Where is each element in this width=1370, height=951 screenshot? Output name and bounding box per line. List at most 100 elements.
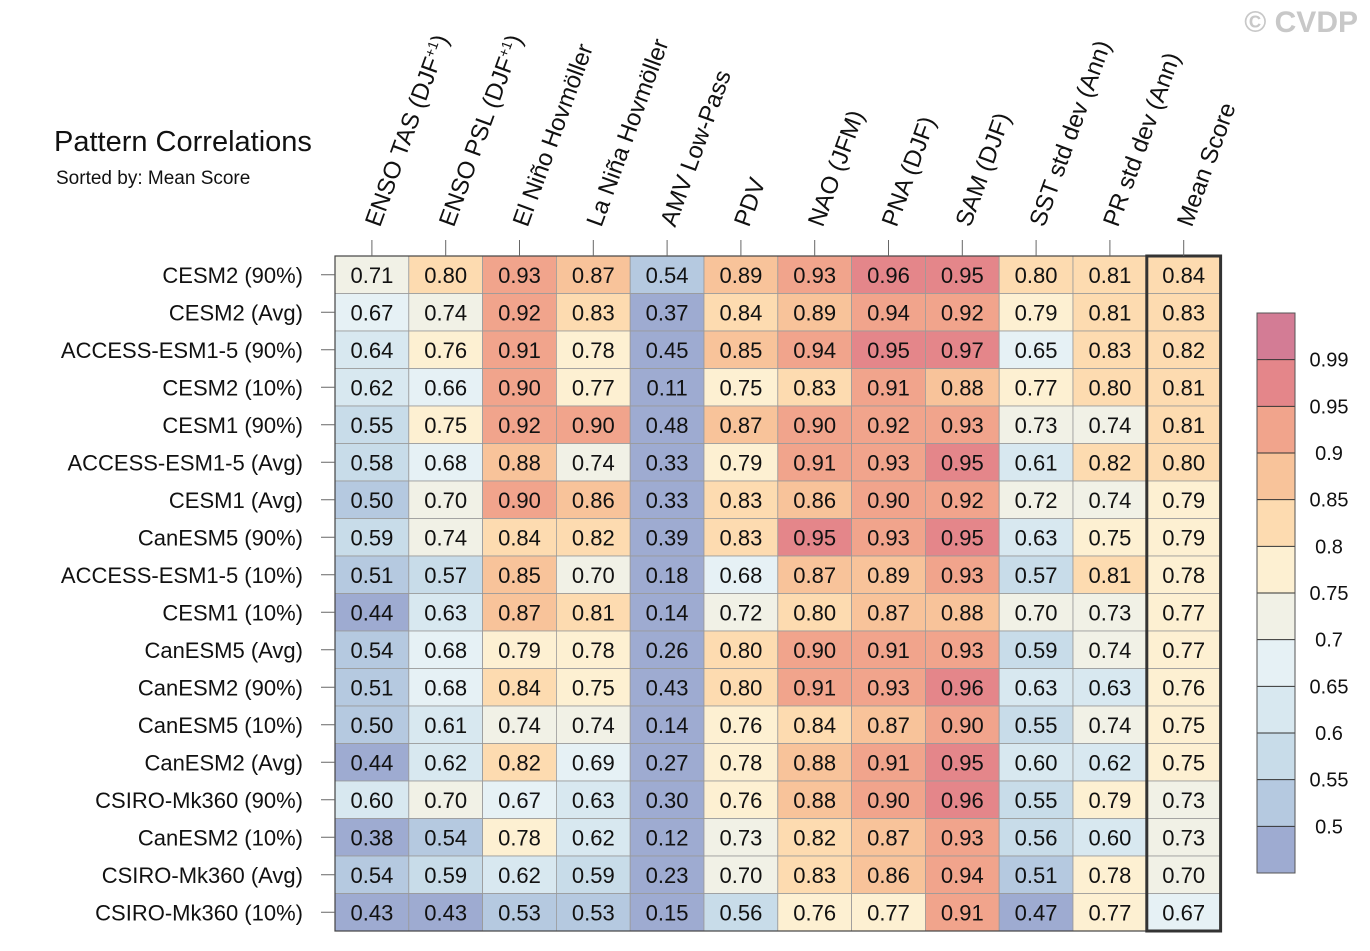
cell-value: 0.68: [424, 450, 467, 475]
cell-value: 0.70: [1015, 600, 1058, 625]
heatmap-cell: [998, 743, 1074, 782]
heatmap-cell: [1072, 593, 1148, 632]
colorbar-tick-label: 0.85: [1310, 490, 1349, 512]
heatmap-cell: [998, 330, 1074, 369]
cell-value: 0.74: [572, 713, 615, 738]
cell-value: 0.39: [646, 525, 689, 550]
colorbar-segment: [1257, 639, 1295, 687]
cell-value: 0.84: [1162, 263, 1205, 288]
cell-value: 0.51: [350, 675, 393, 700]
cell-value: 0.59: [1015, 638, 1058, 663]
cell-value: 0.78: [1162, 563, 1205, 588]
heatmap-cell: [334, 555, 410, 594]
heatmap-cell: [703, 480, 779, 519]
colorbar-segment: [1257, 406, 1295, 453]
cell-value: 0.83: [572, 300, 615, 325]
cell-value: 0.95: [941, 750, 984, 775]
column-label: SST std dev (Ann): [1024, 37, 1116, 230]
cell-value: 0.91: [867, 750, 910, 775]
cell-value: 0.83: [1088, 338, 1131, 363]
cell-value: 0.63: [1015, 675, 1058, 700]
heatmap-cell: [556, 330, 631, 369]
heatmap-cell: [556, 443, 631, 482]
cell-value: 0.91: [498, 338, 541, 363]
heatmap-cell: [556, 518, 631, 557]
heatmap-cell: [851, 443, 926, 482]
cell-value: 0.82: [793, 825, 836, 850]
heatmap-cell: [556, 893, 631, 932]
cell-value: 0.78: [572, 338, 615, 363]
cell-value: 0.68: [719, 563, 762, 588]
heatmap-cell: [408, 818, 483, 857]
cell-value: 0.74: [424, 300, 467, 325]
colorbar-tick-label: 0.99: [1310, 350, 1349, 372]
cell-value: 0.67: [498, 788, 541, 813]
heatmap-cell: [703, 555, 779, 594]
heatmap-cell: [703, 293, 779, 332]
cell-value: 0.11: [647, 375, 688, 400]
cell-value: 0.88: [941, 600, 984, 625]
heatmap-cell: [851, 593, 926, 632]
cell-value: 0.89: [719, 263, 762, 288]
column-label: ENSO TAS (DJF+1): [360, 31, 454, 230]
heatmap-cell: [334, 443, 410, 482]
row-label: ACCESS-ESM1-5 (Avg): [67, 450, 303, 475]
cell-value: 0.89: [793, 300, 836, 325]
cell-value: 0.88: [498, 450, 541, 475]
heatmap-cell: [629, 668, 705, 707]
heatmap-cell: [482, 330, 557, 369]
cell-value: 0.44: [350, 750, 393, 775]
cell-value: 0.75: [424, 413, 467, 438]
cell-value: 0.67: [1162, 900, 1205, 925]
cell-value: 0.70: [1162, 863, 1205, 888]
cell-value: 0.77: [1162, 600, 1205, 625]
heatmap-cell: [408, 668, 483, 707]
cell-value: 0.87: [867, 600, 910, 625]
row-label: ACCESS-ESM1-5 (10%): [61, 563, 303, 588]
cell-value: 0.78: [572, 638, 615, 663]
heatmap-cell: [851, 743, 926, 782]
cell-value: 0.88: [793, 750, 836, 775]
colorbar-tick-label: 0.55: [1310, 770, 1349, 792]
heatmap-cell: [777, 293, 852, 332]
cell-value: 0.30: [646, 788, 689, 813]
heatmap-cell: [408, 743, 483, 782]
row-label: CESM2 (90%): [162, 263, 303, 288]
cell-value: 0.23: [646, 863, 689, 888]
cell-value: 0.93: [867, 525, 910, 550]
cell-value: 0.61: [424, 713, 467, 738]
heatmap-cell: [703, 593, 779, 632]
heatmap-cell: [998, 443, 1074, 482]
cell-value: 0.87: [572, 263, 615, 288]
colorbar-segment: [1257, 453, 1295, 500]
cell-value: 0.74: [498, 713, 541, 738]
cell-value: 0.74: [424, 525, 467, 550]
cell-value: 0.54: [350, 863, 393, 888]
heatmap-cell: [482, 593, 557, 632]
heatmap-cell: [482, 555, 557, 594]
cell-value: 0.84: [719, 300, 762, 325]
cell-value: 0.43: [424, 900, 467, 925]
cell-value: 0.81: [1162, 375, 1205, 400]
cell-value: 0.93: [498, 263, 541, 288]
cell-value: 0.97: [941, 338, 984, 363]
cell-value: 0.63: [1015, 525, 1058, 550]
cell-value: 0.83: [719, 488, 762, 513]
cell-value: 0.50: [350, 488, 393, 513]
heatmap-cell: [998, 368, 1074, 407]
cell-value: 0.70: [572, 563, 615, 588]
heatmap-cell: [408, 443, 483, 482]
cell-value: 0.75: [719, 375, 762, 400]
cell-value: 0.83: [1162, 300, 1205, 325]
cell-value: 0.82: [1088, 450, 1131, 475]
heatmap-cell: [777, 630, 852, 669]
heatmap-cell: [629, 443, 705, 482]
heatmap-cell: [925, 630, 1000, 669]
cell-value: 0.74: [1088, 488, 1131, 513]
colorbar-tick-label: 0.95: [1310, 396, 1349, 418]
row-label: CESM1 (10%): [162, 600, 303, 625]
heatmap-cell: [851, 518, 926, 557]
heatmap-cell: [556, 593, 631, 632]
cell-value: 0.57: [424, 563, 467, 588]
